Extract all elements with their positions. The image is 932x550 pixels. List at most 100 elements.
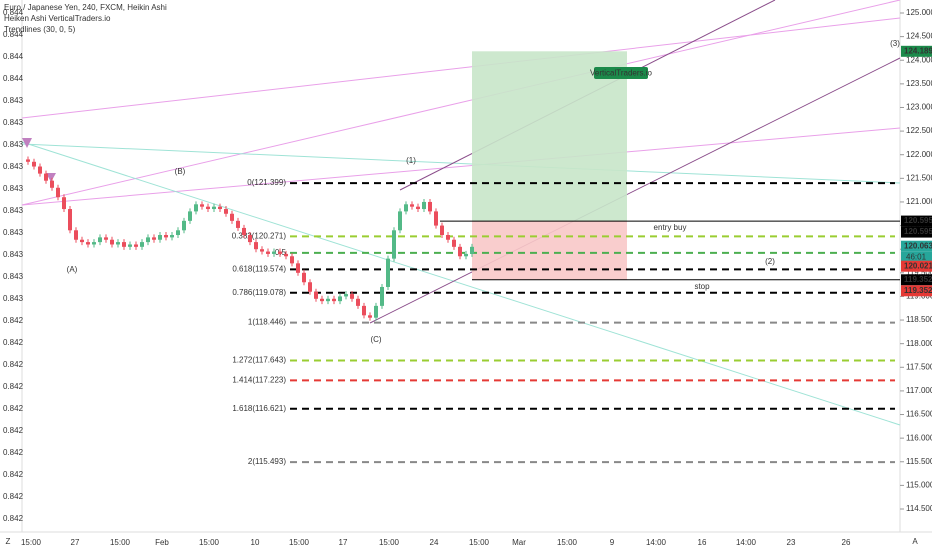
candle-body xyxy=(164,235,168,238)
candle-body xyxy=(440,225,444,236)
candle xyxy=(446,232,450,243)
price-tick-label: 117.500 xyxy=(906,362,932,371)
time-axis-label: 15:00 xyxy=(21,538,42,547)
candle-body xyxy=(374,305,378,318)
price-tick-label: 119.500 xyxy=(906,268,932,277)
candle-body xyxy=(26,159,30,162)
candle xyxy=(338,293,342,305)
candle xyxy=(116,239,120,248)
price-tick-label: 122.500 xyxy=(906,126,932,135)
marker xyxy=(46,173,56,182)
badge-bg xyxy=(594,67,648,79)
candle-body xyxy=(218,206,222,210)
candle-body xyxy=(98,237,102,243)
trendline xyxy=(21,143,901,184)
candle xyxy=(344,291,348,300)
left-axis-label: 0.842 xyxy=(3,360,24,369)
left-axis-label: 0.843 xyxy=(3,250,24,259)
price-tick-label: 116.500 xyxy=(906,410,932,419)
candle xyxy=(470,243,474,257)
candle-body xyxy=(212,206,216,210)
candle xyxy=(368,312,372,321)
candle-body xyxy=(38,166,42,174)
price-tick-label: 114.500 xyxy=(906,504,932,513)
candle-body xyxy=(368,315,372,318)
candle xyxy=(410,201,414,210)
candle xyxy=(164,232,168,241)
price-tick-label: 122.000 xyxy=(906,150,932,159)
footer-right[interactable]: A xyxy=(912,537,918,546)
candle xyxy=(272,248,276,257)
candle xyxy=(74,227,78,243)
fib-label: 0.618(119.574) xyxy=(232,264,286,273)
candle-body xyxy=(452,239,456,247)
candle-body xyxy=(422,201,426,210)
candle-body xyxy=(68,209,72,231)
candle xyxy=(212,203,216,213)
candle xyxy=(92,239,96,248)
candle xyxy=(230,210,234,224)
fib-label: 1.414(117.223) xyxy=(232,375,286,384)
time-axis-label: Feb xyxy=(155,538,169,547)
fib-label: 0.786(119.078) xyxy=(232,288,286,297)
badge: VerticalTraders.io xyxy=(590,69,653,78)
candle xyxy=(248,232,252,246)
candle-body xyxy=(272,251,276,254)
wave-label: (B) xyxy=(175,167,186,176)
candle-body xyxy=(302,272,306,283)
time-axis-label: 14:00 xyxy=(646,538,667,547)
footer-left[interactable]: Z xyxy=(6,537,11,546)
price-tick-label: 123.500 xyxy=(906,79,932,88)
time-axis-label: 15:00 xyxy=(379,538,400,547)
candle xyxy=(284,250,288,260)
candle xyxy=(290,253,294,267)
stop-label: stop xyxy=(694,282,710,291)
candle xyxy=(302,269,306,286)
candle xyxy=(362,302,366,319)
candle xyxy=(104,234,108,243)
time-axis-label: 26 xyxy=(842,538,851,547)
candle-body xyxy=(170,235,174,238)
candle xyxy=(380,283,384,309)
candle xyxy=(254,239,258,253)
candle-body xyxy=(254,242,258,250)
candle xyxy=(458,243,462,260)
candle xyxy=(68,206,72,234)
candle-body xyxy=(230,213,234,221)
left-axis-label: 0.842 xyxy=(3,492,24,501)
candle-body xyxy=(290,256,294,264)
candle xyxy=(176,227,180,239)
fib-label: 1.618(116.621) xyxy=(232,404,286,413)
candle-body xyxy=(260,249,264,252)
candle-body xyxy=(158,235,162,240)
candle xyxy=(158,232,162,243)
candle xyxy=(80,236,84,246)
price-tag: 119.352 xyxy=(904,286,932,295)
price-tag-bg xyxy=(901,240,932,252)
wave-label: (3) xyxy=(890,39,900,48)
candle xyxy=(44,170,48,184)
candle xyxy=(182,217,186,234)
candle-body xyxy=(404,204,408,212)
candle-body xyxy=(140,242,144,247)
candle-body xyxy=(80,239,84,243)
price-tag: 120.595 xyxy=(904,227,932,236)
candle-body xyxy=(206,206,210,210)
candle xyxy=(242,224,246,239)
left-axis-label: 0.842 xyxy=(3,404,24,413)
wave-label: (A) xyxy=(67,265,78,274)
candle-body xyxy=(62,197,66,210)
price-tick-label: 118.500 xyxy=(906,315,932,324)
time-axis-label: 27 xyxy=(71,538,80,547)
candle xyxy=(128,241,132,250)
time-axis-label: 15:00 xyxy=(557,538,578,547)
header-symbol: Euro / Japanese Yen, 240, FXCM, Heikin A… xyxy=(4,3,167,12)
candle-body xyxy=(134,244,138,247)
time-axis-label: 23 xyxy=(787,538,796,547)
candle-body xyxy=(386,258,390,287)
countdown-bg xyxy=(901,251,932,263)
candle-body xyxy=(200,204,204,207)
candle xyxy=(56,184,60,201)
candle-body xyxy=(434,211,438,226)
candle-body xyxy=(458,246,462,257)
